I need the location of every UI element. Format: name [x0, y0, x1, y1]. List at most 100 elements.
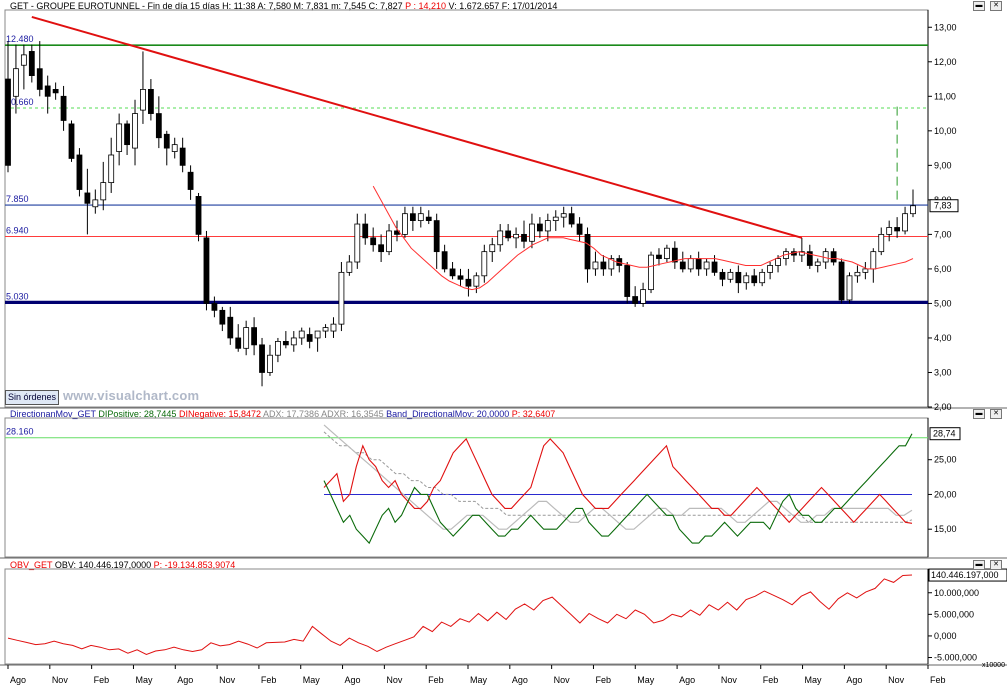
x-tick-label: May [637, 675, 655, 685]
candle-body [806, 251, 813, 266]
price-tick-label: 13,00 [934, 22, 957, 32]
candle-body [735, 271, 742, 284]
candle-body [473, 275, 480, 287]
orders-button[interactable]: Sin órdenes [5, 390, 59, 405]
candle-body [140, 89, 146, 111]
x-tick-label: Feb [595, 675, 611, 685]
obv-minimize-icon[interactable]: ▬ [973, 560, 985, 570]
x-tick-label: May [135, 675, 153, 685]
adxr-value: ADXR: 16,3545 [321, 409, 384, 419]
mhigh-value: M: 7,831 [293, 1, 329, 11]
candle-body [179, 147, 186, 166]
dm-close-icon[interactable]: ✕ [990, 409, 1002, 419]
x-tick-label: Ago [177, 675, 193, 685]
candle-body [298, 330, 305, 339]
panel-frame-3 [4, 568, 929, 665]
level-label: 5.030 [6, 291, 29, 301]
x-tick-label: Nov [219, 675, 236, 685]
candle-body [719, 271, 726, 280]
adx-value: ADX: 17,7386 [263, 409, 320, 419]
candle-body [529, 223, 535, 242]
x-tick-label: May [470, 675, 488, 685]
candle-body [417, 213, 424, 221]
candle-body [441, 251, 448, 270]
candle-body [155, 113, 162, 139]
x-tick-label: May [805, 675, 823, 685]
candle-body [727, 271, 734, 280]
price-tick-label: 12,00 [934, 57, 957, 67]
c-value: C: 7,827 [368, 1, 403, 11]
price-tick-label: 10,00 [934, 126, 957, 136]
x-tick-label: Feb [930, 675, 946, 685]
p-value: P : 14,210 [405, 1, 447, 11]
candle-body [870, 251, 877, 270]
candle-body [656, 254, 662, 259]
di-positive-line [323, 433, 913, 545]
candle-body [632, 296, 639, 304]
candle-body [608, 258, 615, 270]
moving-average-line [372, 185, 914, 291]
candle-body [513, 233, 519, 239]
candle-body [171, 144, 178, 152]
candle-body [259, 344, 265, 373]
obv-line [7, 574, 913, 656]
candle-body [338, 271, 345, 325]
dm-minimize-icon[interactable]: ▬ [973, 409, 985, 419]
candle-body [457, 275, 464, 280]
candle-body [235, 337, 242, 349]
price-tick-label: 11,00 [934, 91, 956, 101]
candle-body [409, 213, 416, 221]
candle-body [767, 265, 774, 273]
candle-body [600, 261, 607, 270]
candle-body [275, 341, 281, 356]
candle-body [664, 247, 670, 259]
x-tick-label: Ago [345, 675, 361, 685]
candle-body [92, 199, 99, 208]
dm-last-value: 28,74 [933, 429, 956, 439]
candle-body [544, 220, 551, 232]
candle-body [306, 334, 313, 342]
candle-body [195, 196, 202, 235]
x-tick-label: Ago [10, 675, 26, 685]
candle-body [894, 227, 901, 232]
panel-frame-2 [4, 417, 929, 558]
candle-body [227, 316, 234, 339]
candle-body [68, 123, 75, 159]
candle-body [163, 133, 170, 149]
a-value: A: 7,580 [257, 1, 291, 11]
candle-body [624, 265, 631, 297]
adxr-line [323, 431, 913, 523]
candle-body [648, 254, 654, 291]
x-tick-label: Feb [763, 675, 779, 685]
candle-body [910, 205, 916, 215]
candle-body [60, 95, 67, 121]
candle-body [687, 258, 694, 270]
candle-body [314, 330, 321, 339]
trend-line [31, 15, 803, 239]
candle-body [330, 323, 337, 332]
panel-frame-1 [4, 9, 929, 408]
candle-body [76, 154, 83, 190]
candle-body [211, 303, 218, 311]
candle-body [290, 337, 297, 346]
candle-body [52, 89, 59, 94]
dip-value: DIPositive: 28,7445 [98, 409, 177, 419]
minimize-icon[interactable]: ▬ [973, 1, 985, 11]
candle-body [679, 261, 686, 270]
candle-body [814, 261, 821, 266]
level-label: 12.480 [6, 34, 34, 44]
candle-body [830, 251, 837, 263]
candle-body [465, 278, 472, 287]
candle-body [568, 213, 575, 225]
din-value: DINegative: 15,8472 [178, 409, 262, 419]
candle-body [322, 327, 329, 332]
candle-body [346, 261, 353, 273]
x-tick-label: Nov [386, 675, 403, 685]
obv-value: OBV: 140.446.197,0000 [54, 560, 152, 570]
candle-body [854, 271, 861, 277]
candle-body [243, 327, 250, 349]
close-icon[interactable]: ✕ [990, 1, 1002, 11]
obv-close-icon[interactable]: ✕ [990, 560, 1002, 570]
